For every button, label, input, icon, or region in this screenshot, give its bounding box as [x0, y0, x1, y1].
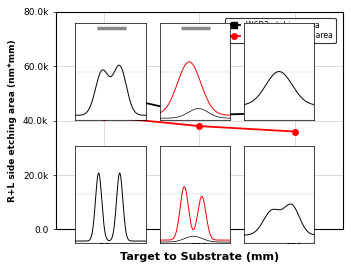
ref.anode etching area [197, 124, 201, 128]
ref.anode etching area [293, 130, 297, 133]
W6D2 etching area [197, 114, 201, 117]
Y-axis label: R+L side etching area (nm*mm): R+L side etching area (nm*mm) [8, 39, 17, 202]
Legend: W6D2 etching area, ref.anode etching area: W6D2 etching area, ref.anode etching are… [225, 18, 336, 43]
ref.anode etching area [101, 115, 106, 118]
W6D2 etching area [293, 111, 297, 114]
X-axis label: Target to Substrate (mm): Target to Substrate (mm) [120, 252, 279, 262]
Line: ref.anode etching area: ref.anode etching area [101, 114, 298, 134]
Line: W6D2 etching area: W6D2 etching area [101, 91, 298, 118]
W6D2 etching area [101, 92, 106, 95]
